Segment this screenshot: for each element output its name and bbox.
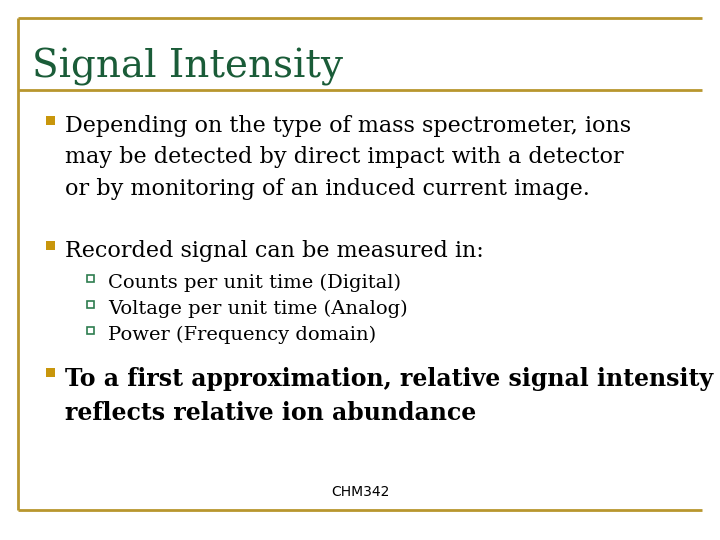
Text: Counts per unit time (Digital): Counts per unit time (Digital) — [108, 274, 401, 292]
Text: Voltage per unit time (Analog): Voltage per unit time (Analog) — [108, 300, 408, 318]
Bar — [86, 300, 94, 307]
Bar — [86, 274, 94, 281]
Text: Recorded signal can be measured in:: Recorded signal can be measured in: — [65, 240, 484, 262]
Bar — [86, 327, 94, 334]
Text: CHM342: CHM342 — [330, 485, 390, 499]
Bar — [45, 240, 55, 249]
Text: Signal Intensity: Signal Intensity — [32, 48, 343, 86]
Text: Depending on the type of mass spectrometer, ions
may be detected by direct impac: Depending on the type of mass spectromet… — [65, 115, 631, 200]
Text: Power (Frequency domain): Power (Frequency domain) — [108, 326, 376, 345]
Bar — [45, 368, 55, 376]
Bar — [45, 116, 55, 125]
Text: To a first approximation, relative signal intensity
reflects relative ion abunda: To a first approximation, relative signa… — [65, 367, 713, 426]
